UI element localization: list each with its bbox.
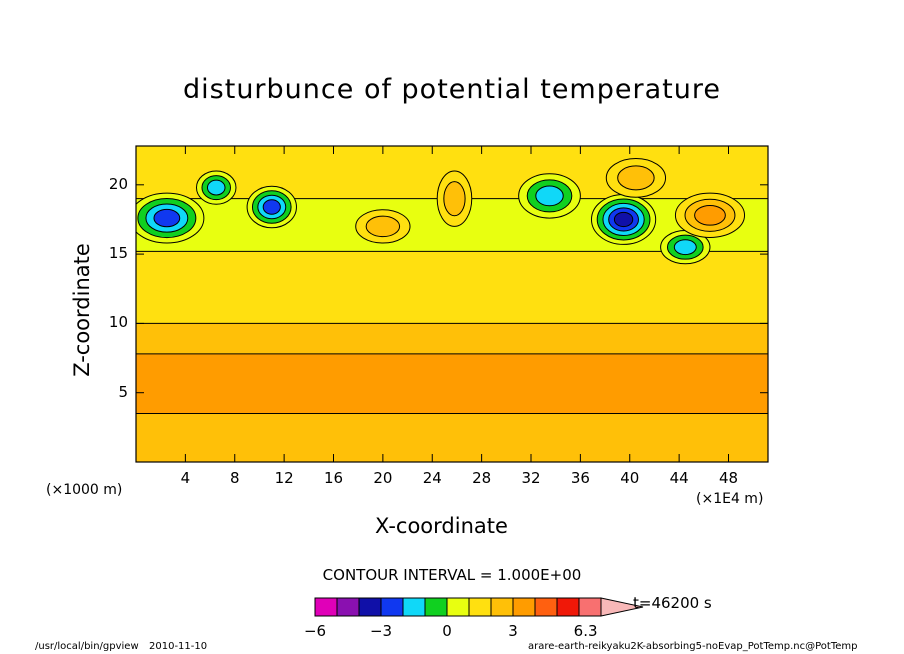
colorbar-box <box>534 597 558 617</box>
field-band <box>136 251 768 324</box>
x-axis-label: X-coordinate <box>375 514 508 538</box>
contour-feature <box>153 208 181 228</box>
contour-feature <box>262 199 281 215</box>
x-tick-label: 16 <box>323 469 344 487</box>
y-tick-label: 15 <box>108 244 128 263</box>
colorbar-box <box>424 597 448 617</box>
x-tick-label: 24 <box>422 469 442 487</box>
x-tick-label: 8 <box>229 469 240 487</box>
y-tick-label: 10 <box>108 313 128 332</box>
contour-feature <box>535 185 564 207</box>
footer-path: /usr/local/bin/gpview <box>35 641 139 652</box>
x-tick-label: 36 <box>570 469 590 487</box>
contour-interval: CONTOUR INTERVAL = 1.000E+00 <box>322 566 582 584</box>
colorbar-box <box>380 597 404 617</box>
y-tick-label: 5 <box>118 382 128 401</box>
contour-feature <box>694 204 726 226</box>
colorbar-box <box>578 597 602 617</box>
footer-file: arare-earth-reikyaku2K-absorbing5-noEvap… <box>528 641 858 652</box>
colorbar-box <box>556 597 580 617</box>
colorbar-box <box>446 597 470 617</box>
x-tick-label: 12 <box>274 469 294 487</box>
x-tick-label: 32 <box>521 469 541 487</box>
contour-feature <box>617 165 655 191</box>
colorbar-box <box>314 597 338 617</box>
colorbar-box <box>490 597 514 617</box>
time-label: t=46200 s <box>633 594 712 612</box>
contour-feature <box>613 211 634 228</box>
x-tick-label: 4 <box>180 469 191 487</box>
colorbar-label: 0 <box>442 622 452 640</box>
field-band <box>136 413 768 462</box>
colorbar-label: −6 <box>303 622 327 640</box>
colorbar-box <box>336 597 360 617</box>
x-tick-label: 40 <box>620 469 640 487</box>
chart-title: disturbunce of potential temperature <box>183 74 721 105</box>
y-tick-label: 20 <box>108 174 128 193</box>
contour-feature <box>365 215 401 238</box>
x-unit-left: (×1000 m) <box>46 482 123 498</box>
colorbar-box <box>512 597 536 617</box>
x-tick-label: 44 <box>669 469 689 487</box>
colorbar-box <box>402 597 426 617</box>
plot-frame <box>135 145 769 463</box>
field-band <box>136 323 768 354</box>
footer-date: 2010-11-10 <box>149 641 208 652</box>
contour-feature <box>206 179 226 196</box>
x-tick-label: 28 <box>472 469 492 487</box>
field-band <box>136 353 768 414</box>
x-tick-label: 48 <box>718 469 739 487</box>
contour-feature <box>443 181 466 217</box>
x-tick-label: 20 <box>373 469 393 487</box>
x-unit-right: (×1E4 m) <box>696 491 764 507</box>
y-axis-label: Z-coordinate <box>70 243 94 377</box>
colorbar-label: 6.3 <box>573 622 598 640</box>
colorbar-label: 3 <box>508 622 518 640</box>
contour-feature <box>673 239 697 256</box>
colorbar-label: −3 <box>369 622 393 640</box>
colorbar-arrow <box>600 597 644 617</box>
colorbar-box <box>468 597 492 617</box>
colorbar-box <box>358 597 382 617</box>
